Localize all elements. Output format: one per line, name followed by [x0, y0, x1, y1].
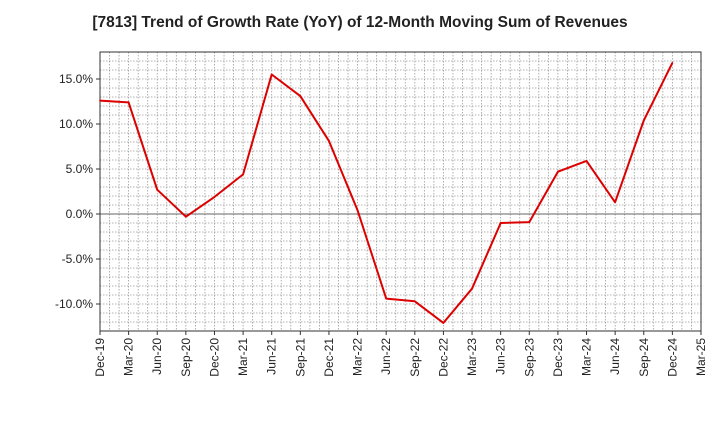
x-tick-label: Jun-20 — [150, 338, 164, 375]
x-tick-label: Jun-24 — [608, 338, 622, 375]
data-point — [471, 287, 473, 290]
data-point — [299, 95, 302, 97]
x-tick-label: Sep-23 — [522, 338, 536, 377]
series-lines — [99, 62, 674, 324]
x-tick-label: Sep-22 — [408, 338, 422, 377]
x-tick-label: Jun-22 — [379, 338, 393, 375]
data-point — [585, 160, 588, 162]
y-tick-labels: 15.0% 10.0% 5.0% 0.0% -5.0% -10.0% — [55, 72, 93, 311]
data-point — [356, 209, 359, 212]
x-tick-label: Mar-22 — [351, 338, 365, 376]
data-point — [671, 62, 674, 64]
x-tick-label: Sep-24 — [637, 338, 651, 377]
data-point — [328, 140, 330, 142]
x-tick-label: Mar-25 — [694, 338, 708, 376]
y-tick-label: -10.0% — [55, 297, 93, 311]
y-tick-label: 15.0% — [59, 72, 93, 86]
y-tick-label: -5.0% — [62, 252, 94, 266]
plot-area — [100, 52, 701, 331]
x-tick-label: Sep-20 — [179, 338, 193, 377]
plot-frame — [99, 51, 702, 332]
data-point — [414, 300, 416, 303]
x-tick-labels: Dec-19 Mar-20 Jun-20 Sep-20 Dec-20 Mar-21 Jun-… — [93, 338, 708, 377]
y-tick-label: 10.0% — [59, 117, 93, 131]
grid-lines — [99, 51, 702, 332]
x-tick-label: Dec-23 — [551, 338, 565, 377]
y-tick-label: 5.0% — [66, 162, 94, 176]
x-tick-label: Dec-22 — [436, 338, 450, 377]
data-point — [614, 201, 616, 204]
x-tick-label: Dec-19 — [93, 338, 107, 377]
data-point — [213, 196, 216, 198]
chart-title: [7813] Trend of Growth Rate (YoY) of 12-… — [92, 14, 628, 31]
x-tick-label: Mar-20 — [122, 338, 136, 376]
x-tick-label: Jun-23 — [494, 338, 508, 375]
x-tick-label: Mar-21 — [236, 338, 250, 376]
data-point — [642, 119, 645, 122]
data-point — [385, 297, 387, 300]
data-point — [156, 188, 159, 191]
x-tick-label: Sep-21 — [293, 338, 307, 377]
data-point — [557, 170, 559, 173]
x-tick-label: Mar-23 — [465, 338, 479, 376]
data-point — [99, 99, 101, 102]
x-tick-label: Mar-24 — [580, 338, 594, 376]
data-point — [185, 215, 187, 218]
x-tick-label: Dec-20 — [207, 338, 221, 377]
data-point — [270, 73, 273, 76]
axes — [96, 51, 702, 335]
data-point — [499, 222, 502, 224]
data-point — [127, 101, 130, 104]
data-point — [442, 322, 445, 324]
data-point — [528, 221, 531, 223]
y-tick-label: 0.0% — [66, 207, 94, 221]
data-point — [242, 173, 244, 176]
x-tick-label: Dec-24 — [665, 338, 679, 377]
x-tick-label: Jun-21 — [265, 338, 279, 375]
x-tick-label: Dec-21 — [322, 338, 336, 377]
